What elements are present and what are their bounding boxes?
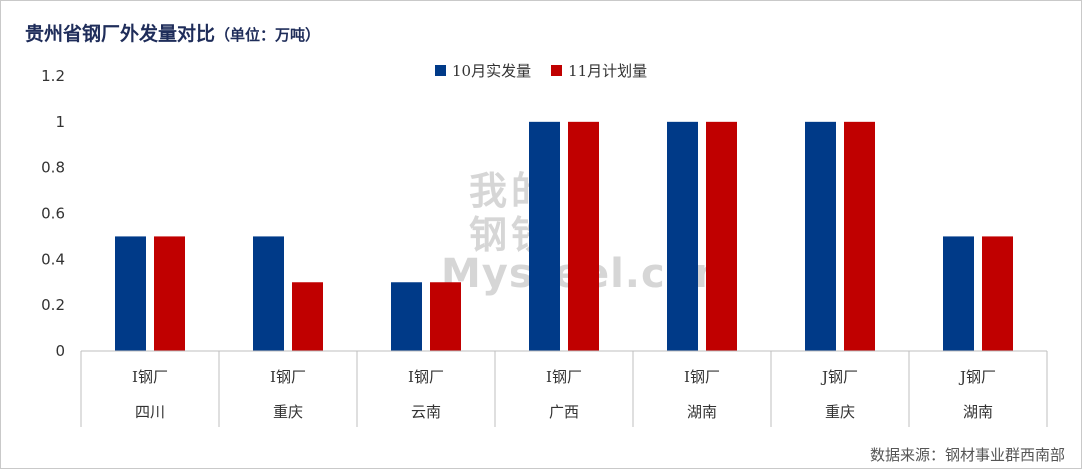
y-tick-label: 0.6 [41, 205, 65, 223]
x-tick-label-mill: I钢厂 [408, 368, 444, 386]
x-tick-label-region: 湖南 [963, 403, 993, 421]
bar-series-2 [292, 282, 323, 351]
legend-swatch-series-2 [551, 65, 563, 76]
legend-item-series-1: 10月实发量 [435, 60, 531, 81]
x-tick-label-region: 云南 [411, 403, 441, 421]
chart-legend: 10月实发量 11月计划量 [435, 60, 647, 81]
bar-series-2 [430, 282, 461, 351]
x-tick-label-mill: J钢厂 [820, 368, 858, 386]
bar-series-1 [667, 121, 698, 351]
y-tick-label: 0 [55, 342, 65, 360]
bar-series-1 [805, 121, 836, 351]
x-tick-label-region: 湖南 [687, 403, 717, 421]
legend-swatch-series-1 [435, 65, 446, 76]
bar-series-2 [982, 236, 1013, 351]
bar-series-1 [943, 236, 974, 351]
y-tick-label: 0.2 [41, 296, 65, 314]
x-tick-label-mill: I钢厂 [270, 368, 306, 386]
x-tick-label-mill: I钢厂 [546, 368, 582, 386]
x-tick-label-mill: I钢厂 [132, 368, 168, 386]
bar-series-2 [568, 121, 599, 351]
x-tick-label-region: 重庆 [825, 403, 855, 421]
bar-series-1 [115, 236, 146, 351]
bar-series-2 [154, 236, 185, 351]
legend-label-series-1: 10月实发量 [452, 62, 532, 80]
legend-item-series-2: 11月计划量 [551, 60, 647, 81]
chart-title: 贵州省钢厂外发量对比（单位：万吨） [25, 19, 320, 46]
y-tick-label: 1 [55, 113, 65, 131]
x-tick-label-region: 重庆 [273, 403, 303, 421]
bar-series-2 [844, 121, 875, 351]
x-tick-label-mill: I钢厂 [684, 368, 720, 386]
bar-series-1 [391, 282, 422, 351]
x-tick-label-mill: J钢厂 [958, 368, 996, 386]
legend-label-series-2: 11月计划量 [568, 62, 648, 80]
bar-series-1 [529, 121, 560, 351]
x-tick-label-region: 广西 [549, 403, 579, 421]
x-tick-label-region: 四川 [135, 403, 165, 421]
chart-title-unit: （单位：万吨） [215, 26, 321, 44]
bar-series-1 [253, 236, 284, 351]
y-tick-label: 0.8 [41, 159, 65, 177]
data-source: 数据来源：钢材事业群西南部 [869, 446, 1065, 464]
y-tick-label: 1.2 [41, 67, 65, 85]
y-tick-label: 0.4 [41, 250, 65, 268]
chart-title-main: 贵州省钢厂外发量对比 [25, 23, 216, 45]
bar-series-2 [706, 121, 737, 351]
